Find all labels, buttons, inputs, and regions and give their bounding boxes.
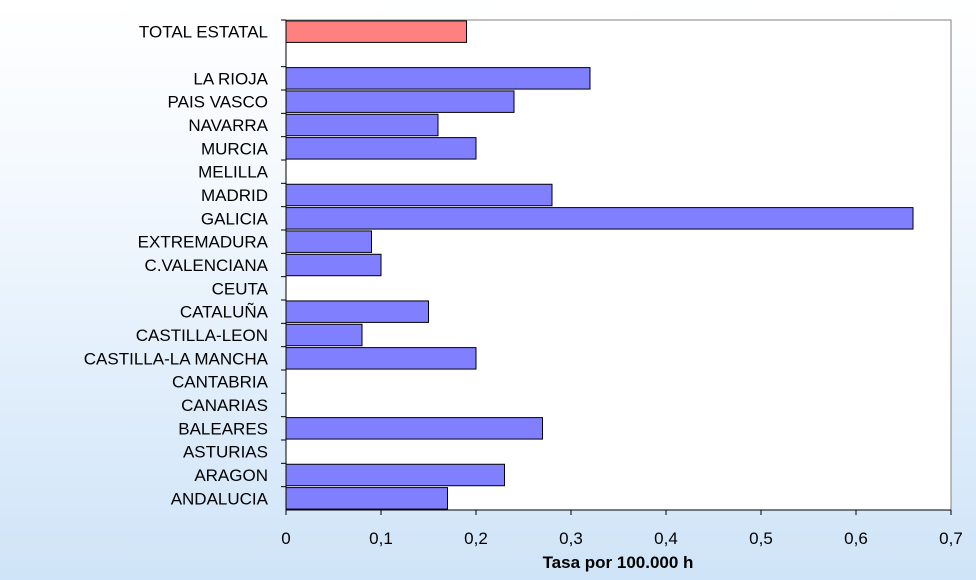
category-label-melilla: MELILLA <box>198 163 269 182</box>
category-label-ceuta: CEUTA <box>212 279 269 298</box>
category-label-asturias: ASTURIAS <box>183 443 268 462</box>
category-label-c-valenciana: C.VALENCIANA <box>145 256 269 275</box>
bars-group <box>285 20 914 510</box>
bar-galicia <box>285 207 914 230</box>
category-label-la-rioja: LA RIOJA <box>193 69 268 88</box>
x-tick-label: 0,4 <box>654 529 678 548</box>
category-label-pais-vasco: PAIS VASCO <box>168 93 268 112</box>
bar-extremadura <box>285 230 372 253</box>
category-label-castilla-la-mancha: CASTILLA-LA MANCHA <box>84 349 269 368</box>
x-axis-ticks: 0 0,1 0,2 0,3 0,4 0,5 0,6 0,7 <box>281 510 963 548</box>
x-tick-label: 0,5 <box>749 529 773 548</box>
category-label-total-estatal: TOTAL ESTATAL <box>139 23 268 42</box>
bar-castilla-leon <box>285 323 363 347</box>
category-label-canarias: CANARIAS <box>181 396 268 415</box>
bar-la-rioja <box>285 67 591 90</box>
x-tick-label: 0,2 <box>464 529 488 548</box>
bar-pais-vasco <box>285 90 515 113</box>
bar-madrid <box>285 183 553 207</box>
category-label-murcia: MURCIA <box>201 139 269 158</box>
category-label-galicia: GALICIA <box>201 209 269 228</box>
bar-total-estatal <box>285 20 467 43</box>
category-label-castilla-leon: CASTILLA-LEON <box>136 326 268 345</box>
category-label-extremadura: EXTREMADURA <box>138 233 269 252</box>
x-tick-label: 0,7 <box>939 529 963 548</box>
x-tick-label: 0 <box>281 529 290 548</box>
bar-c-valenciana <box>285 253 382 277</box>
bar-navarra <box>285 113 439 137</box>
category-label-cantabria: CANTABRIA <box>172 373 269 392</box>
bar-castilla-la-mancha <box>285 347 477 370</box>
bar-cataluña <box>285 300 429 323</box>
bar-baleares <box>285 417 543 440</box>
category-label-cataluña: CATALUÑA <box>180 303 269 322</box>
category-labels: TOTAL ESTATAL LA RIOJA PAIS VASCO NAVARRA MU… <box>84 19 286 508</box>
x-tick-label: 0,6 <box>844 529 868 548</box>
x-tick-label: 0,3 <box>559 529 583 548</box>
bar-andalucia <box>285 487 448 510</box>
x-axis-title: Tasa por 100.000 h <box>543 553 694 572</box>
category-label-navarra: NAVARRA <box>188 116 268 135</box>
x-tick-label: 0,1 <box>369 529 393 548</box>
bar-aragon <box>285 463 505 487</box>
bar-murcia <box>285 137 477 160</box>
category-label-madrid: MADRID <box>201 186 268 205</box>
category-label-aragon: ARAGON <box>194 466 268 485</box>
category-label-baleares: BALEARES <box>178 419 268 438</box>
category-label-andalucia: ANDALUCIA <box>171 489 269 508</box>
